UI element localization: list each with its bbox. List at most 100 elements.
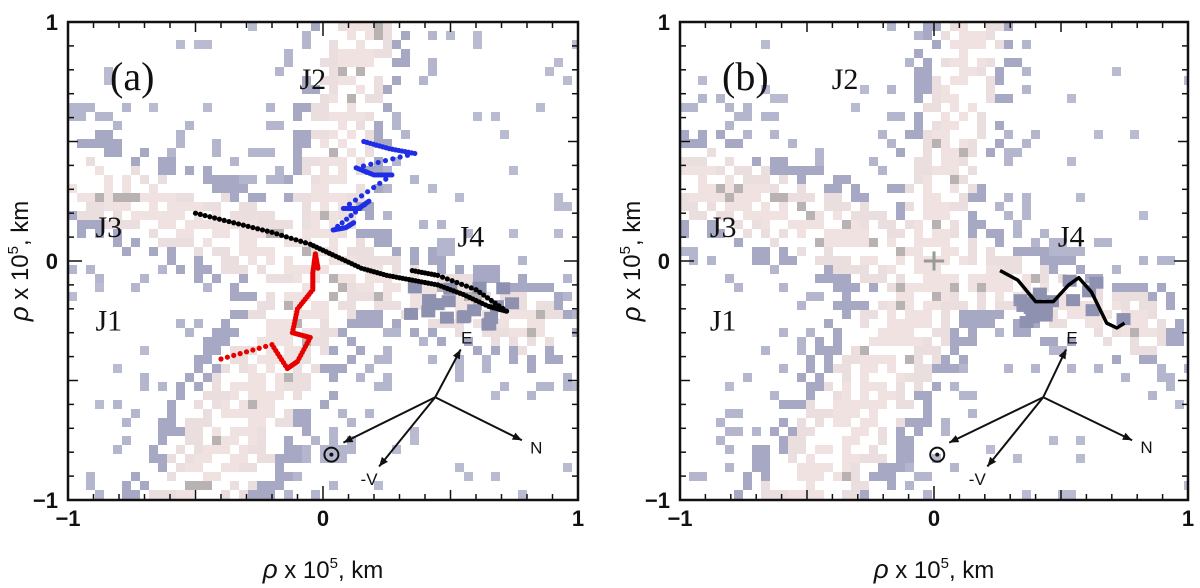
image-pixel bbox=[329, 175, 338, 184]
image-pixel bbox=[896, 274, 905, 283]
image-pixel bbox=[266, 247, 275, 256]
image-pixel bbox=[860, 202, 869, 211]
image-pixel bbox=[320, 364, 329, 373]
image-pixel bbox=[239, 265, 248, 274]
image-pixel bbox=[545, 346, 554, 355]
image-pixel bbox=[536, 328, 545, 337]
image-pixel bbox=[122, 481, 131, 490]
image-pixel bbox=[923, 58, 932, 67]
image-pixel bbox=[914, 175, 923, 184]
image-pixel bbox=[221, 490, 230, 499]
image-pixel bbox=[770, 157, 779, 166]
image-pixel bbox=[230, 355, 239, 364]
image-pixel bbox=[680, 202, 689, 211]
image-pixel bbox=[257, 445, 266, 454]
image-pixel bbox=[374, 49, 383, 58]
image-pixel bbox=[689, 166, 698, 175]
image-pixel bbox=[779, 211, 788, 220]
image-pixel bbox=[806, 427, 815, 436]
image-pixel bbox=[455, 355, 464, 364]
image-pixel bbox=[977, 58, 986, 67]
panel-label: (b) bbox=[722, 54, 769, 99]
image-pixel bbox=[320, 202, 329, 211]
image-pixel bbox=[887, 463, 896, 472]
image-pixel bbox=[869, 409, 878, 418]
image-pixel bbox=[185, 463, 194, 472]
image-pixel bbox=[248, 427, 257, 436]
image-pixel bbox=[1049, 247, 1058, 256]
image-pixel bbox=[986, 274, 995, 283]
image-pixel bbox=[1157, 373, 1166, 382]
image-pixel bbox=[131, 211, 140, 220]
image-pixel bbox=[509, 229, 518, 238]
image-pixel bbox=[383, 283, 392, 292]
image-pixel bbox=[194, 382, 203, 391]
image-pixel bbox=[248, 409, 257, 418]
image-pixel bbox=[158, 175, 167, 184]
data-point bbox=[288, 235, 294, 241]
x-axis-label-rho: ρ bbox=[262, 554, 278, 584]
image-pixel bbox=[185, 454, 194, 463]
image-pixel bbox=[842, 436, 851, 445]
image-pixel bbox=[284, 328, 293, 337]
image-pixel bbox=[293, 364, 302, 373]
image-pixel bbox=[896, 418, 905, 427]
image-pixel bbox=[365, 292, 374, 301]
image-pixel bbox=[878, 301, 887, 310]
image-pixel bbox=[185, 328, 194, 337]
image-pixel bbox=[437, 247, 446, 256]
image-pixel bbox=[923, 283, 932, 292]
image-pixel bbox=[347, 337, 356, 346]
image-pixel bbox=[959, 157, 968, 166]
image-pixel bbox=[833, 274, 842, 283]
image-pixel bbox=[680, 247, 689, 256]
image-pixel bbox=[392, 157, 401, 166]
image-pixel bbox=[896, 373, 905, 382]
image-pixel bbox=[923, 76, 932, 85]
image-pixel bbox=[905, 328, 914, 337]
image-pixel bbox=[158, 157, 167, 166]
data-point bbox=[504, 308, 510, 314]
image-pixel bbox=[1058, 256, 1067, 265]
image-pixel bbox=[1139, 328, 1148, 337]
image-pixel bbox=[797, 346, 806, 355]
image-pixel bbox=[365, 202, 374, 211]
image-pixel bbox=[302, 355, 311, 364]
image-pixel bbox=[239, 490, 248, 499]
image-pixel bbox=[878, 274, 887, 283]
image-pixel bbox=[941, 355, 950, 364]
image-pixel bbox=[851, 283, 860, 292]
image-pixel bbox=[293, 148, 302, 157]
image-pixel bbox=[257, 310, 266, 319]
image-pixel bbox=[824, 274, 833, 283]
image-pixel bbox=[698, 94, 707, 103]
image-pixel bbox=[1130, 292, 1139, 301]
jet-label-j2: J2 bbox=[832, 63, 859, 96]
image-pixel bbox=[932, 328, 941, 337]
image-pixel bbox=[212, 472, 221, 481]
image-pixel bbox=[293, 454, 302, 463]
image-pixel bbox=[878, 427, 887, 436]
image-pixel bbox=[851, 229, 860, 238]
image-pixel bbox=[959, 310, 968, 319]
image-pixel bbox=[149, 184, 158, 193]
data-point bbox=[298, 238, 304, 244]
data-point bbox=[500, 305, 506, 312]
data-point bbox=[343, 216, 350, 222]
image-pixel bbox=[1094, 319, 1103, 328]
image-pixel bbox=[1157, 337, 1166, 346]
image-pixel bbox=[698, 166, 707, 175]
image-pixel bbox=[329, 193, 338, 202]
image-pixel bbox=[851, 481, 860, 490]
image-pixel bbox=[950, 346, 959, 355]
image-pixel bbox=[869, 364, 878, 373]
image-pixel bbox=[203, 391, 212, 400]
image-pixel bbox=[149, 103, 158, 112]
image-pixel bbox=[1121, 283, 1130, 292]
image-pixel bbox=[716, 229, 725, 238]
image-pixel bbox=[203, 472, 212, 481]
image-pixel bbox=[698, 472, 707, 481]
image-pixel bbox=[347, 31, 356, 40]
image-pixel bbox=[1076, 193, 1085, 202]
image-pixel bbox=[1040, 337, 1049, 346]
